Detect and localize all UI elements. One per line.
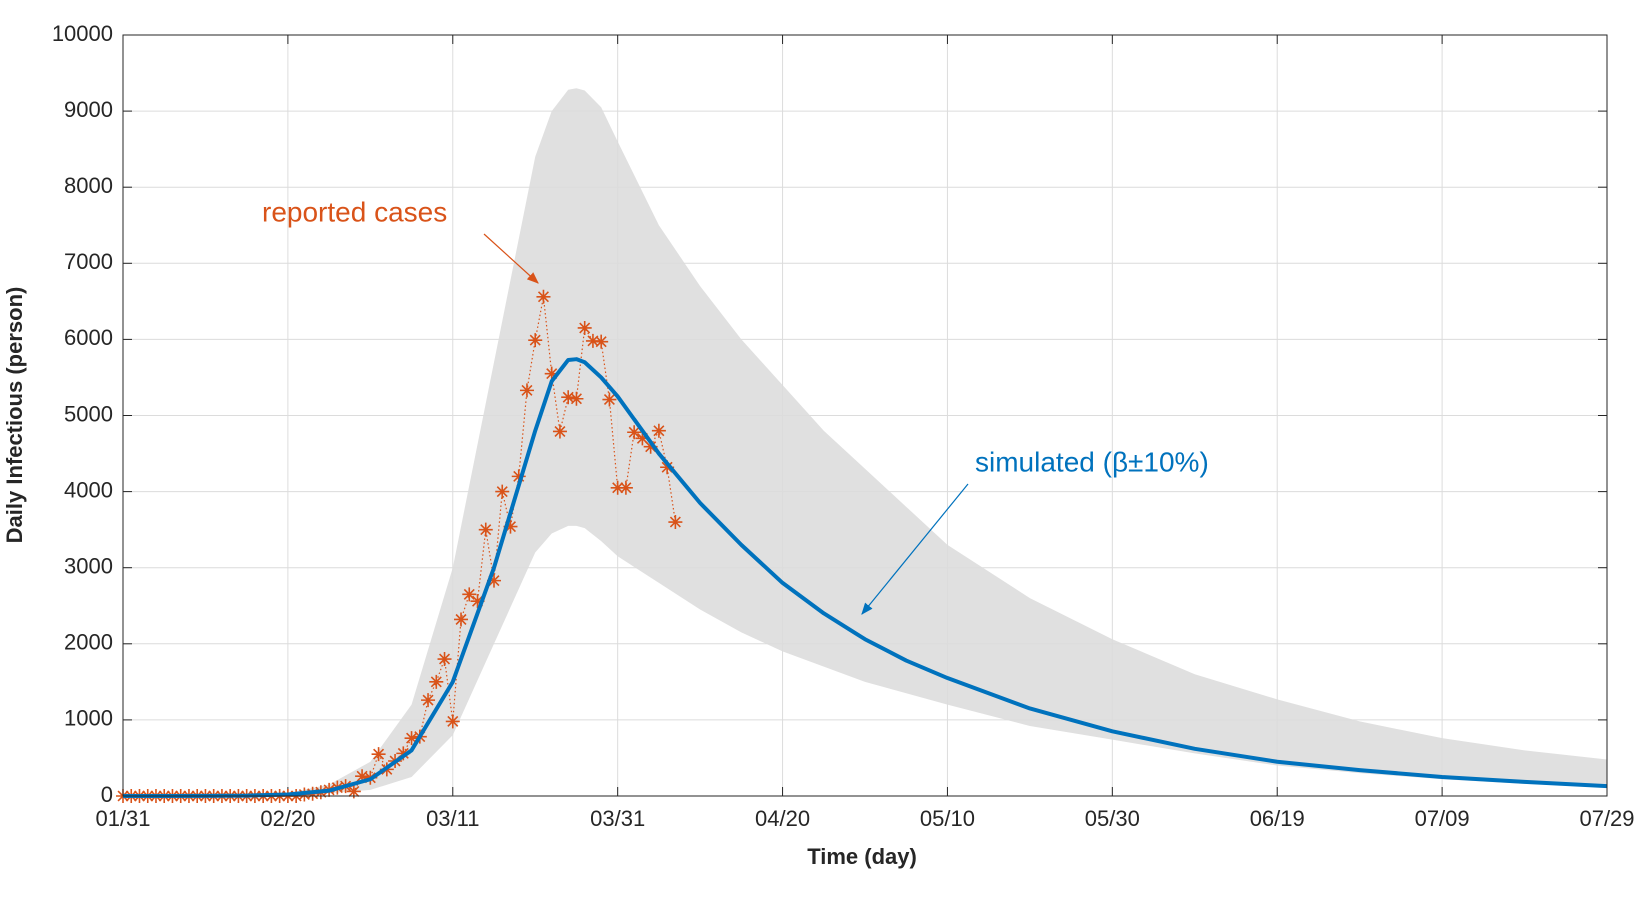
x-tick-label: 03/11 bbox=[426, 806, 479, 831]
reported-point bbox=[511, 469, 526, 484]
x-tick-label: 05/10 bbox=[920, 806, 975, 831]
annotation: simulated (β±10%) bbox=[975, 446, 1209, 477]
reported-point bbox=[635, 431, 650, 446]
reported-point bbox=[429, 674, 444, 689]
grid-layer: 0 1000 2000 3000 4000 5000 6000 7000 8000 9000 100… bbox=[52, 21, 1635, 831]
reported-point bbox=[495, 484, 510, 499]
y-tick-label: 10000 bbox=[52, 21, 113, 46]
reported-point bbox=[602, 392, 617, 407]
reported-point bbox=[528, 333, 543, 348]
reported-point bbox=[355, 769, 370, 784]
x-tick-label: 02/20 bbox=[260, 806, 315, 831]
reported-point bbox=[618, 480, 633, 495]
reported-point bbox=[421, 693, 436, 708]
x-tick-label: 01/31 bbox=[95, 806, 150, 831]
reported-point bbox=[594, 334, 609, 349]
reported-point bbox=[585, 333, 600, 348]
reported-point bbox=[577, 320, 592, 335]
y-tick-label: 6000 bbox=[64, 325, 113, 350]
reported-point bbox=[346, 784, 361, 799]
reported-point bbox=[454, 612, 469, 627]
uncertainty-band bbox=[123, 88, 1607, 796]
band-layer bbox=[123, 88, 1607, 796]
y-tick-label: 4000 bbox=[64, 477, 113, 502]
simulated-line bbox=[123, 357, 1608, 798]
x-tick-label: 07/29 bbox=[1579, 806, 1634, 831]
y-tick-label: 0 bbox=[101, 782, 113, 807]
reported-point bbox=[627, 425, 642, 440]
reported-point bbox=[462, 587, 477, 602]
reported-point bbox=[503, 519, 518, 534]
annotation-arrow bbox=[861, 483, 969, 615]
reported-point bbox=[404, 731, 419, 746]
reported-point bbox=[487, 573, 501, 588]
reported-point bbox=[544, 366, 559, 381]
y-tick-label: 2000 bbox=[64, 630, 113, 655]
y-tick-label: 5000 bbox=[64, 401, 113, 426]
reported-point bbox=[660, 460, 675, 475]
reported-point bbox=[519, 383, 534, 398]
y-tick-label: 3000 bbox=[64, 554, 113, 579]
x-axis-label: Time (day) bbox=[807, 844, 917, 869]
x-tick-label: 03/31 bbox=[590, 806, 645, 831]
reported-point bbox=[371, 747, 386, 762]
reported-point bbox=[536, 289, 551, 304]
reported-point bbox=[569, 391, 584, 406]
x-tick-label: 05/30 bbox=[1085, 806, 1140, 831]
reported-point bbox=[643, 439, 658, 454]
x-tick-label: 07/09 bbox=[1415, 806, 1470, 831]
x-tick-label: 06/19 bbox=[1250, 806, 1305, 831]
x-tick-label: 04/20 bbox=[755, 806, 810, 831]
reported-point bbox=[552, 424, 567, 439]
reported-point bbox=[396, 746, 411, 761]
reported-point bbox=[668, 515, 683, 530]
annotation: reported cases bbox=[262, 196, 447, 227]
reported-point bbox=[445, 714, 460, 729]
y-tick-label: 8000 bbox=[64, 173, 113, 198]
reported-point bbox=[561, 390, 576, 405]
y-axis-label: Daily Infectious (person) bbox=[2, 287, 27, 544]
annotation-arrow bbox=[483, 233, 539, 284]
reported-point bbox=[470, 594, 485, 609]
reported-point bbox=[478, 522, 493, 537]
y-tick-label: 9000 bbox=[64, 97, 113, 122]
reported-point bbox=[651, 423, 666, 438]
y-tick-label: 1000 bbox=[64, 706, 113, 731]
y-tick-label: 7000 bbox=[64, 249, 113, 274]
reported-point bbox=[610, 480, 625, 495]
reported-point bbox=[437, 652, 452, 667]
plot-frame bbox=[122, 34, 1608, 797]
